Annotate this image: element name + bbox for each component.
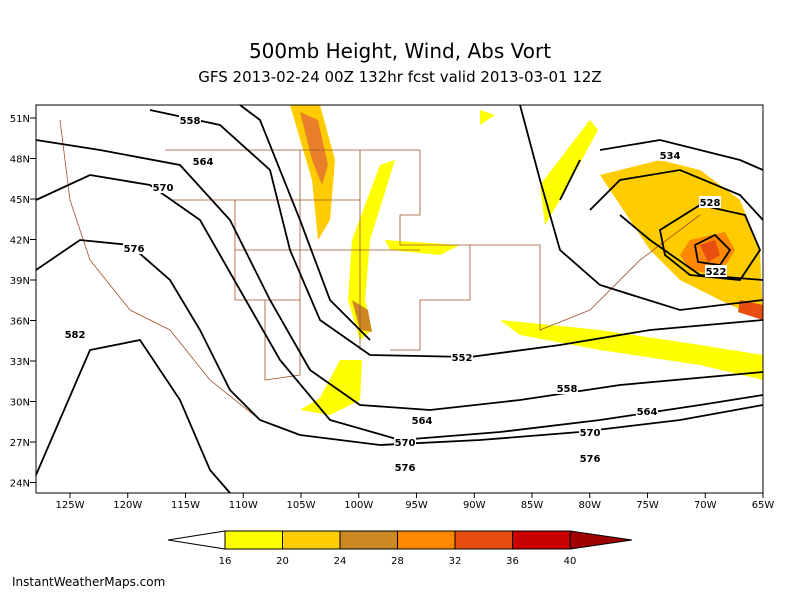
map-frame — [35, 104, 764, 494]
credit: InstantWeatherMaps.com — [12, 575, 165, 589]
colorbar-cell — [512, 530, 571, 550]
lon-label: 110W — [229, 500, 258, 511]
contour-label: 576 — [580, 454, 601, 465]
lon-label: 105W — [287, 500, 316, 511]
contour-label-bg — [579, 452, 601, 464]
colorbar-cell — [339, 530, 398, 550]
contour-label: 528 — [700, 198, 721, 209]
latitude-labels: 51N 48N 45N 42N 39N 36N 33N 30N 27N 24N — [10, 114, 36, 490]
contour-label-bg — [64, 328, 86, 340]
lon-label: 95W — [405, 500, 428, 511]
contour-label: 576 — [124, 244, 145, 255]
colorbar-label: 24 — [334, 556, 347, 567]
contour-label: 552 — [452, 353, 473, 364]
contour-label: 522 — [706, 267, 727, 278]
contour-label-bg — [192, 155, 214, 167]
contour-label-bg — [394, 436, 416, 448]
lat-label: 33N — [10, 357, 30, 368]
lon-label: 90W — [463, 500, 486, 511]
lon-label: 65W — [752, 500, 775, 511]
state-borders — [59, 119, 701, 421]
contour-label: 564 — [193, 157, 214, 168]
lat-label: 42N — [10, 236, 30, 247]
contour-label-bg — [179, 114, 201, 126]
contour-label-bg — [123, 242, 145, 254]
longitude-labels: 125W 120W 115W 110W 105W 100W 95W 90W 85W 80W 75W 7… — [56, 493, 775, 511]
lat-label: 48N — [10, 155, 30, 166]
lat-label: 27N — [10, 438, 30, 449]
colorbar-label: 36 — [506, 556, 519, 567]
contour-label: 576 — [395, 463, 416, 474]
contour-label: 558 — [557, 384, 578, 395]
contour-labels: 558 564 570 576 582 534 528 522 552 558 564 564 570 5… — [64, 114, 727, 474]
contour-label-bg — [705, 265, 727, 277]
lon-label: 100W — [344, 500, 373, 511]
contour-label: 558 — [180, 116, 201, 127]
lon-label: 120W — [113, 500, 142, 511]
lon-label: 80W — [578, 500, 601, 511]
colorbar-cell — [569, 530, 633, 550]
colorbar-label: 32 — [449, 556, 462, 567]
lon-label: 85W — [521, 500, 544, 511]
lat-label: 24N — [10, 479, 30, 490]
colorbar-cell — [167, 530, 226, 550]
contour-label-bg — [659, 149, 681, 161]
colorbar-label: 40 — [564, 556, 577, 567]
lat-label: 45N — [10, 195, 30, 206]
colorbar-cell — [282, 530, 341, 550]
colorbar-cell — [397, 530, 456, 550]
lon-label: 115W — [171, 500, 200, 511]
colorbar: 16 20 24 28 32 36 40 — [167, 530, 633, 567]
contour-label: 570 — [153, 183, 174, 194]
lon-label: 125W — [56, 500, 85, 511]
contour-label-bg — [411, 414, 433, 426]
contour-label: 534 — [660, 151, 681, 162]
contour-label: 570 — [395, 438, 416, 449]
lon-label: 75W — [636, 500, 659, 511]
colorbar-label: 20 — [276, 556, 289, 567]
lat-label: 39N — [10, 276, 30, 287]
contour-label-bg — [636, 405, 658, 417]
contour-label: 564 — [637, 407, 658, 418]
lat-label: 51N — [10, 114, 30, 125]
colorbar-cell — [454, 530, 513, 550]
contour-label-bg — [451, 351, 473, 363]
contour-label: 570 — [580, 428, 601, 439]
contour-label-bg — [152, 181, 174, 193]
contour-label-bg — [699, 196, 721, 208]
contour-label-bg — [579, 426, 601, 438]
title: 500mb Height, Wind, Abs Vort — [249, 39, 551, 63]
contour-label-bg — [394, 461, 416, 473]
colorbar-label: 16 — [219, 556, 232, 567]
contour-label-bg — [556, 382, 578, 394]
contour-label: 564 — [412, 416, 433, 427]
lat-label: 36N — [10, 317, 30, 328]
subtitle: GFS 2013-02-24 00Z 132hr fcst valid 2013… — [198, 68, 601, 86]
colorbar-label: 28 — [391, 556, 404, 567]
lat-label: 30N — [10, 398, 30, 409]
map-area: 558 564 570 576 582 534 528 522 552 558 564 564 570 5… — [10, 104, 775, 511]
contour-label: 582 — [65, 330, 86, 341]
colorbar-cell — [224, 530, 283, 550]
lon-label: 70W — [694, 500, 717, 511]
